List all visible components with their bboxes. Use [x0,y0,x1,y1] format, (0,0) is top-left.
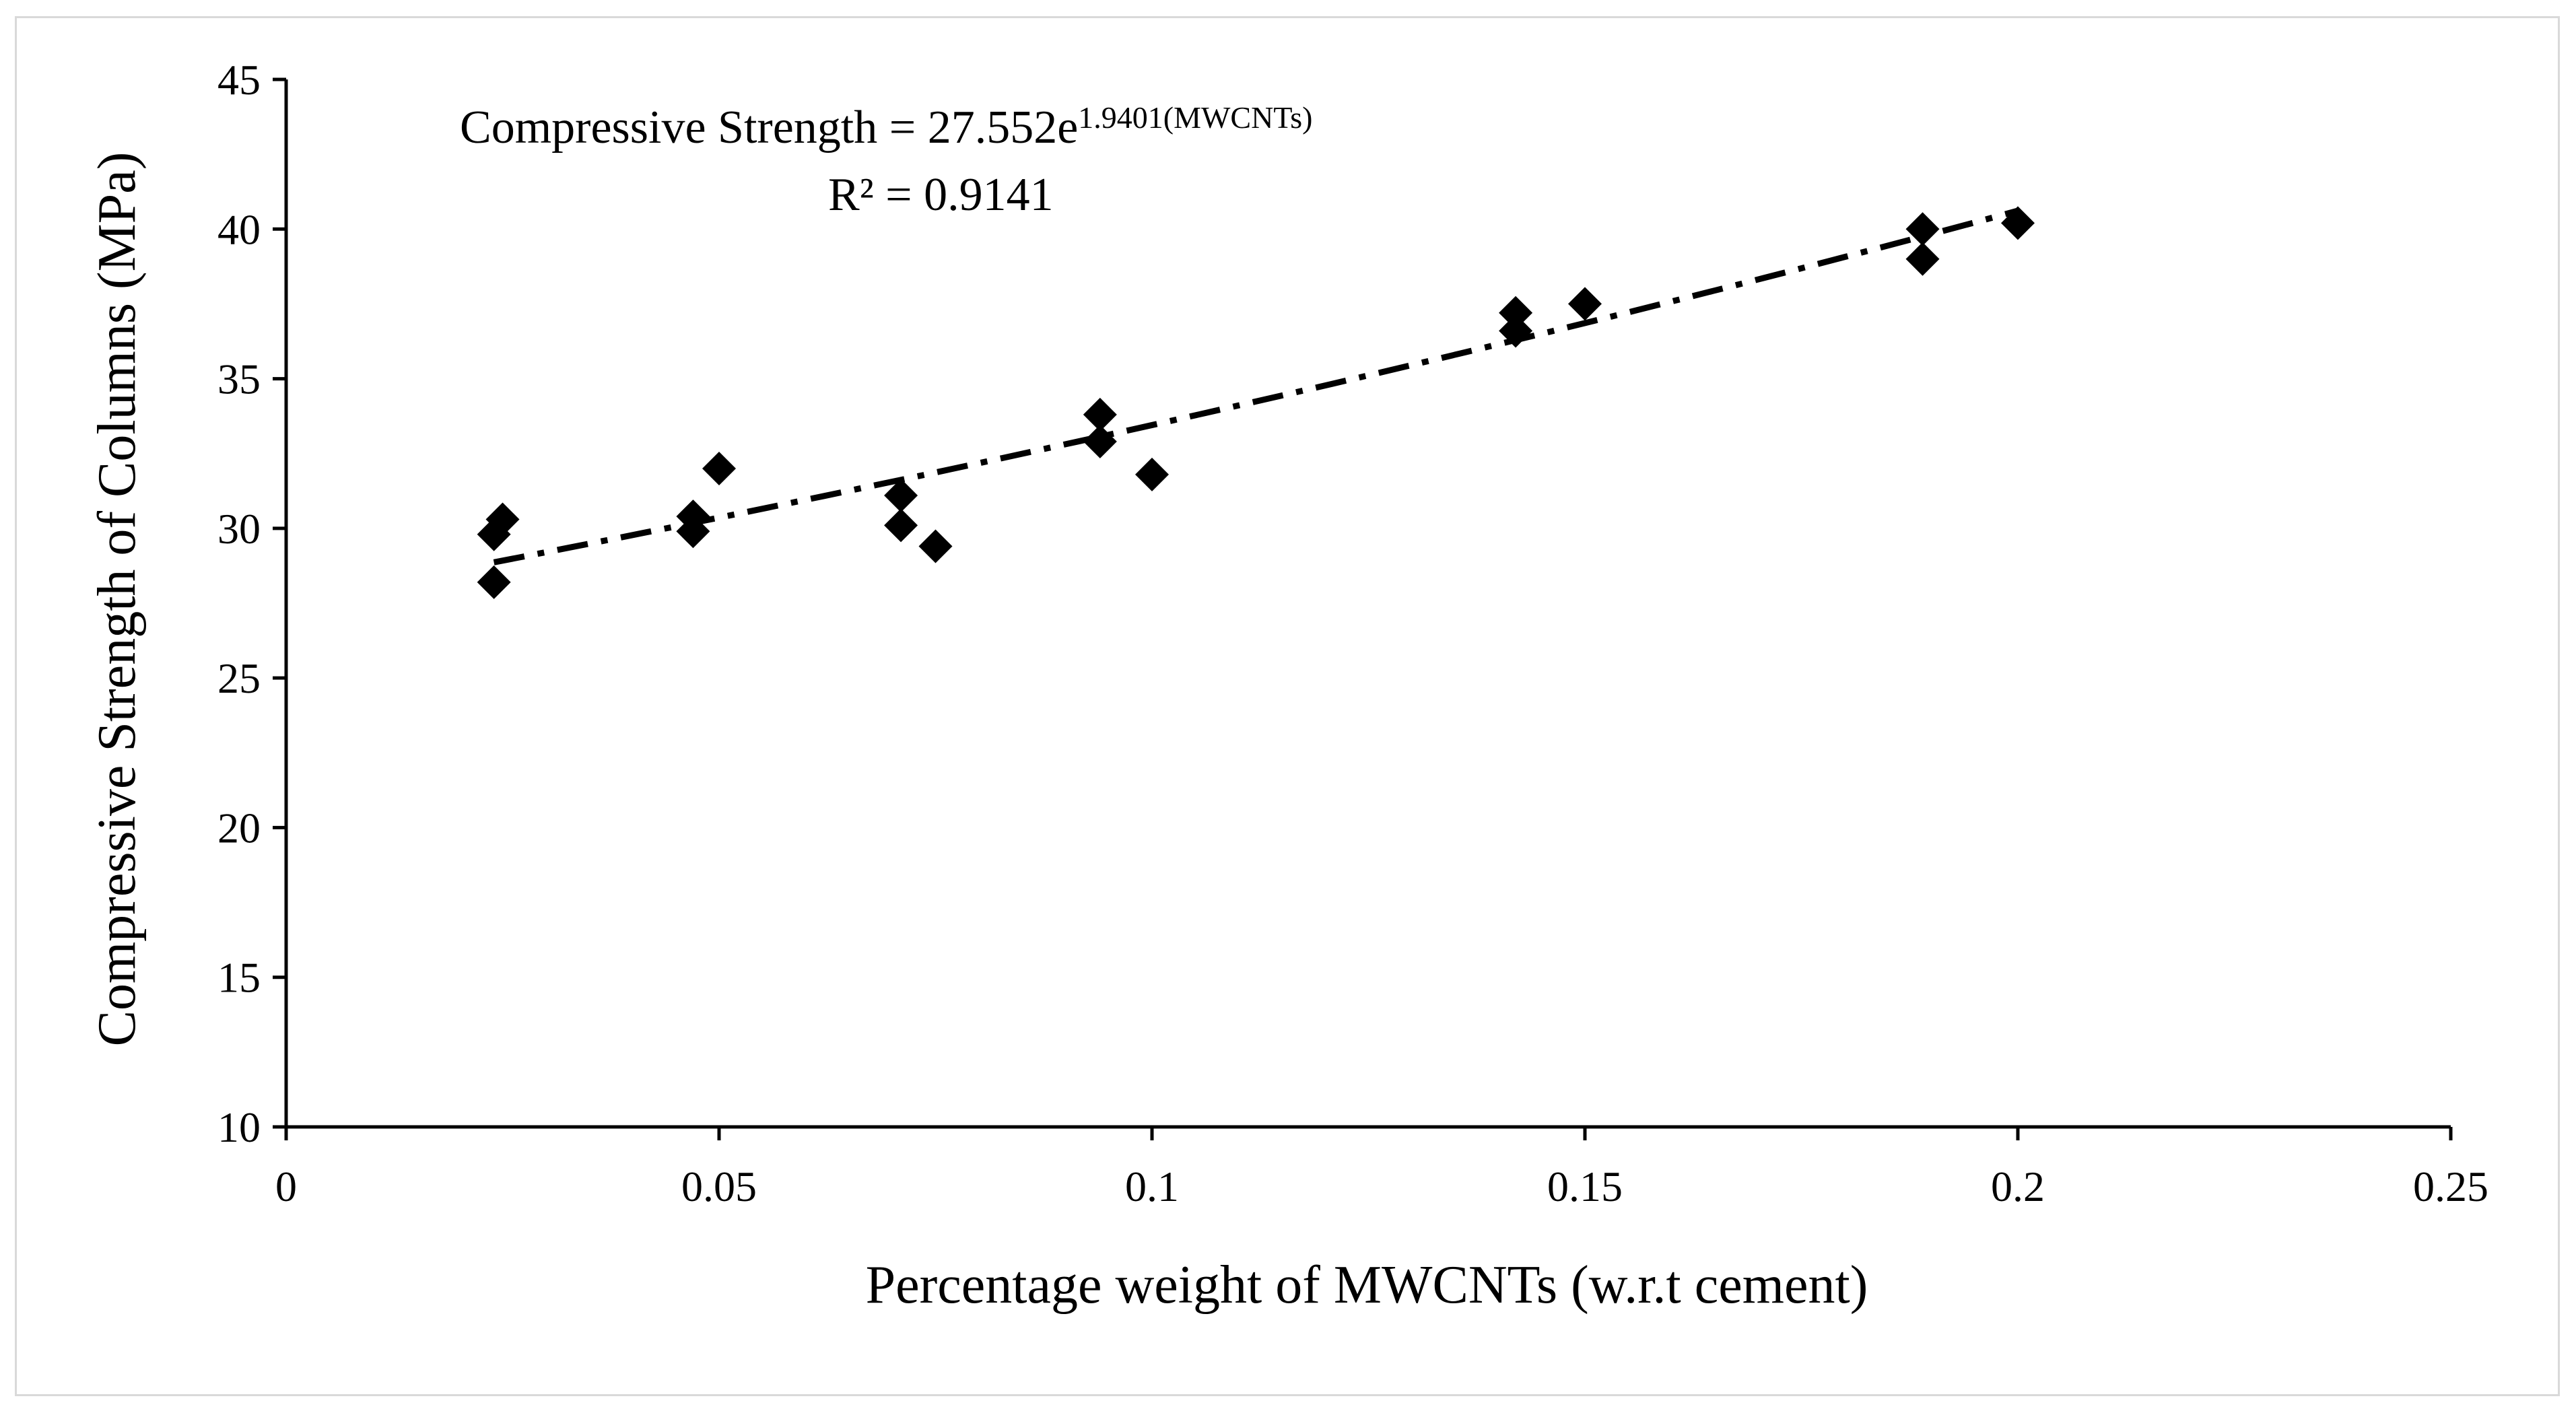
trendline-equation: Compressive Strength = 27.552e1.9401(MWC… [460,100,1312,221]
data-point-diamond [1083,424,1117,458]
y-tick-label: 40 [217,205,261,253]
x-axis-title: Percentage weight of MWCNTs (w.r.t cemen… [866,1255,1868,1315]
data-point-diamond [1499,314,1533,348]
data-point-diamond [1083,397,1117,432]
data-point-diamond [1499,296,1533,330]
y-tick-label: 20 [217,804,261,852]
data-point-diamond [676,499,710,534]
data-point-diamond [884,508,918,543]
x-axis-ticks: 0 0.05 0.1 0.15 0.2 0.25 [275,1127,2488,1210]
y-tick-label: 10 [217,1103,261,1151]
data-point-diamond [1568,287,1602,321]
r-squared-label: R² = 0.9141 [828,169,1054,221]
data-points [477,206,2035,599]
x-tick-label: 0.2 [1991,1163,2045,1210]
data-point-diamond [702,451,736,485]
x-tick-label: 0.25 [2413,1163,2488,1210]
data-point-diamond [477,565,511,599]
y-axis-title: Compressive Strength of Columns (MPa) [88,152,147,1047]
data-point-diamond [2001,206,2035,240]
data-point-diamond [1905,242,1940,276]
y-tick-label: 30 [217,505,261,553]
data-point-diamond [918,529,953,563]
equation-main: Compressive Strength = 27.552e [460,102,1078,153]
y-axis-ticks: 10 15 20 25 30 35 40 45 [217,56,286,1151]
y-tick-label: 25 [217,654,261,702]
trendline [493,207,2019,565]
x-tick-label: 0.1 [1125,1163,1179,1210]
chart-frame [15,16,2560,1396]
svg-text:Compressive Strength = 27.552e: Compressive Strength = 27.552e1.9401(MWC… [460,100,1312,153]
y-tick-label: 15 [217,954,261,1002]
data-point-diamond [1135,457,1169,491]
y-tick-label: 45 [217,56,261,104]
x-tick-label: 0.05 [681,1163,757,1210]
axes [284,79,2451,1129]
data-point-diamond [1905,212,1940,246]
equation-exponent: 1.9401(MWCNTs) [1078,100,1312,135]
x-tick-label: 0 [275,1163,297,1210]
y-tick-label: 35 [217,355,261,403]
exponential-trendline [493,207,2019,565]
data-point-diamond [485,502,520,537]
data-point-diamond [884,478,918,512]
x-tick-label: 0.15 [1547,1163,1623,1210]
